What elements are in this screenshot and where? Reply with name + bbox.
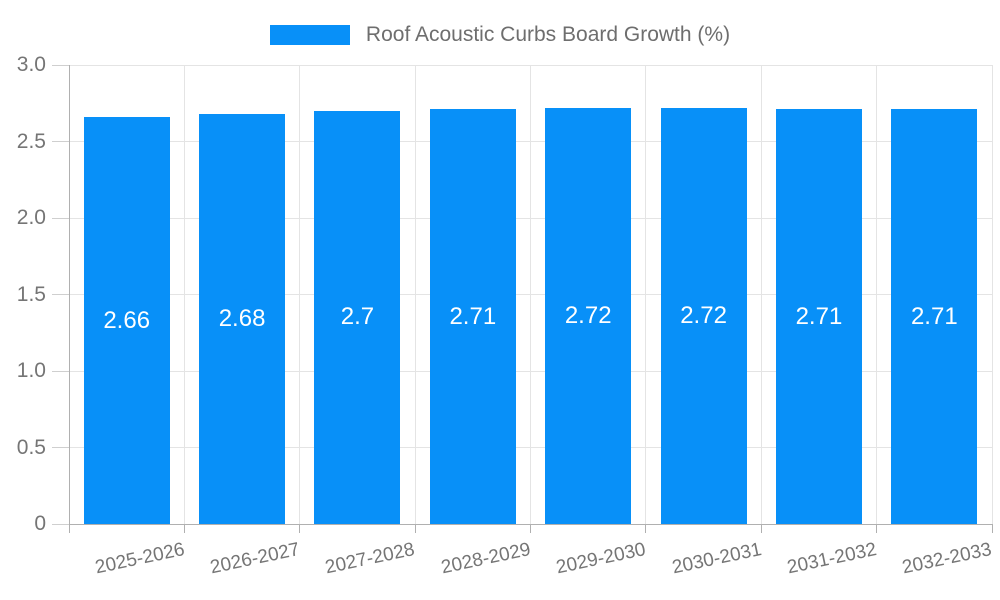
bar[interactable] xyxy=(660,107,747,524)
bar[interactable] xyxy=(775,109,862,524)
x-axis-tick xyxy=(183,524,185,533)
legend-swatch xyxy=(269,25,350,45)
y-axis-tick xyxy=(52,294,69,295)
bar-value-label: 2.68 xyxy=(218,304,266,332)
bar-value-label: 2.72 xyxy=(564,301,612,329)
bar-value-label: 2.71 xyxy=(449,302,497,330)
x-axis-tick xyxy=(876,524,878,533)
bar[interactable] xyxy=(429,109,516,524)
y-axis-tick xyxy=(52,523,69,525)
legend-label: Roof Acoustic Curbs Board Growth (%) xyxy=(365,23,731,46)
x-axis-tick xyxy=(991,524,993,533)
y-tick-label: 0 xyxy=(34,512,46,535)
y-axis-tick xyxy=(52,447,69,448)
v-gridline xyxy=(991,65,993,524)
y-axis-tick xyxy=(52,370,69,372)
x-axis-line xyxy=(69,523,992,525)
bar-value-label: 2.72 xyxy=(680,301,727,329)
bar[interactable] xyxy=(891,109,978,524)
y-axis-tick xyxy=(52,64,69,66)
bar-value-label: 2.7 xyxy=(340,303,375,331)
legend[interactable]: Roof Acoustic Curbs Board Growth (%) xyxy=(0,24,1000,46)
v-gridline xyxy=(645,65,647,524)
bar-value-label: 2.71 xyxy=(910,302,958,330)
v-gridline xyxy=(414,65,416,524)
bar[interactable] xyxy=(545,107,632,524)
y-tick-label: 1.5 xyxy=(16,282,46,306)
v-gridline xyxy=(530,65,531,524)
bar-value-label: 2.71 xyxy=(795,302,843,330)
y-axis-line xyxy=(68,65,70,525)
bar-value-label: 2.66 xyxy=(103,306,151,334)
y-axis-tick xyxy=(52,141,69,142)
bar[interactable] xyxy=(199,113,286,524)
x-axis-tick xyxy=(530,524,531,533)
bar[interactable] xyxy=(314,110,401,524)
y-tick-label: 2.0 xyxy=(16,206,46,229)
v-gridline xyxy=(876,65,878,524)
x-axis-tick xyxy=(68,524,70,533)
v-gridline xyxy=(183,65,185,524)
bar[interactable] xyxy=(83,117,170,524)
y-tick-label: 0.5 xyxy=(16,435,46,459)
y-tick-label: 2.5 xyxy=(16,129,46,153)
x-axis-tick xyxy=(414,524,416,533)
v-gridline xyxy=(299,65,301,524)
v-gridline xyxy=(760,65,762,524)
x-axis-tick xyxy=(760,524,762,533)
x-axis-tick xyxy=(299,524,301,533)
y-tick-label: 1.0 xyxy=(16,359,46,382)
y-tick-label: 3.0 xyxy=(16,53,46,76)
x-axis-tick xyxy=(645,524,647,533)
y-axis-tick xyxy=(52,217,69,219)
